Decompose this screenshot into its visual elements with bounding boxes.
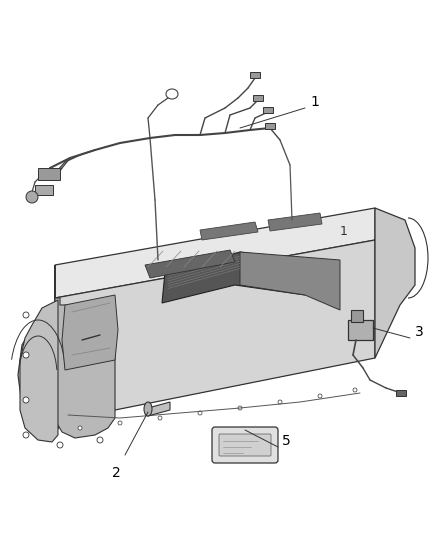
Polygon shape (55, 240, 374, 420)
Polygon shape (267, 213, 321, 231)
FancyBboxPatch shape (219, 434, 270, 456)
Bar (35, 185, 53, 195)
Text: 1: 1 (309, 95, 318, 109)
Bar (252, 95, 262, 101)
Circle shape (158, 416, 162, 420)
Text: 1: 1 (339, 225, 347, 238)
Text: 3: 3 (414, 325, 423, 339)
Circle shape (57, 442, 63, 448)
Circle shape (23, 312, 29, 318)
Circle shape (352, 388, 356, 392)
Polygon shape (145, 250, 234, 278)
Bar (350, 310, 362, 322)
Circle shape (198, 411, 201, 415)
Bar (395, 390, 405, 396)
Polygon shape (374, 208, 414, 358)
Polygon shape (55, 208, 374, 298)
Circle shape (317, 394, 321, 398)
Polygon shape (162, 252, 309, 303)
Polygon shape (18, 265, 65, 438)
Bar (262, 107, 272, 113)
Bar (38, 168, 60, 180)
Polygon shape (240, 252, 339, 310)
Text: 2: 2 (112, 466, 120, 480)
Bar (249, 72, 259, 78)
Bar (265, 123, 274, 129)
Circle shape (23, 397, 29, 403)
Polygon shape (20, 300, 58, 442)
Polygon shape (62, 295, 118, 370)
FancyBboxPatch shape (212, 427, 277, 463)
Circle shape (237, 406, 241, 410)
Text: 5: 5 (281, 434, 290, 448)
Circle shape (78, 426, 82, 430)
Polygon shape (55, 298, 115, 438)
Circle shape (23, 352, 29, 358)
Polygon shape (200, 222, 258, 240)
Ellipse shape (144, 402, 152, 416)
Circle shape (118, 421, 122, 425)
Bar (347, 320, 372, 340)
Polygon shape (148, 402, 170, 416)
Circle shape (26, 191, 38, 203)
Circle shape (277, 400, 281, 404)
Circle shape (97, 437, 103, 443)
Circle shape (23, 432, 29, 438)
